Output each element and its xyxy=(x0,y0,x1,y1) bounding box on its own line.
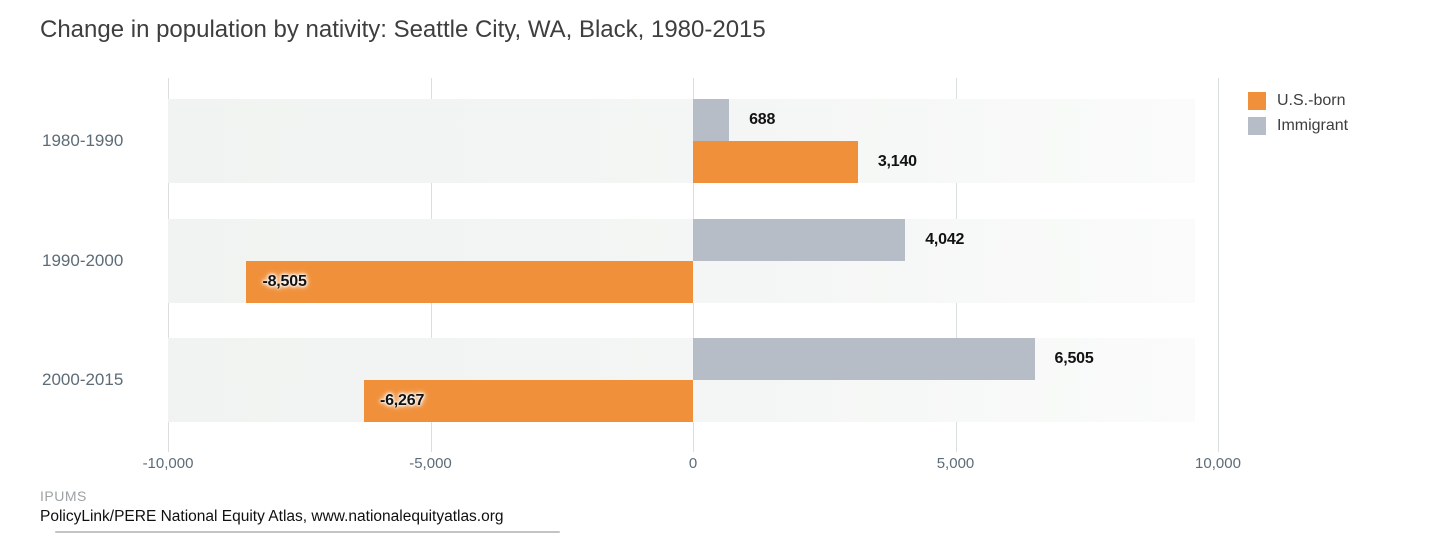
y-axis-label: 1990-2000 xyxy=(42,251,124,270)
y-axis-label: 2000-2015 xyxy=(42,370,124,389)
legend-item-us-born: U.S.-born xyxy=(1248,92,1348,110)
value-label: 688 xyxy=(749,111,776,128)
bar-u-s-born[interactable] xyxy=(246,261,693,303)
bar-u-s-born[interactable] xyxy=(693,141,858,183)
plot-area: -10,000 -5,000 0 5,000 10,000 688 3,140 4,042 -8… xyxy=(143,78,1241,472)
us-born-swatch-icon xyxy=(1248,92,1266,110)
value-label: -8,505 xyxy=(262,273,307,290)
y-axis-label: 1980-1990 xyxy=(42,131,124,150)
footer-attribution: PolicyLink/PERE National Equity Atlas, w… xyxy=(40,508,504,525)
x-tick-label: 10,000 xyxy=(1195,455,1241,472)
x-tick-label: -10,000 xyxy=(142,455,194,472)
value-label: 6,505 xyxy=(1054,350,1094,367)
bar-immigrant[interactable] xyxy=(693,99,730,141)
x-tick-label: 5,000 xyxy=(936,455,975,472)
legend-label-us-born: U.S.-born xyxy=(1277,92,1346,109)
legend-label-immigrant: Immigrant xyxy=(1277,117,1349,134)
legend-item-immigrant: Immigrant xyxy=(1248,117,1348,135)
value-label: 3,140 xyxy=(877,153,917,170)
bar-immigrant[interactable] xyxy=(693,219,906,261)
x-tick-label: 0 xyxy=(688,455,698,472)
bar-immigrant[interactable] xyxy=(693,338,1035,380)
immigrant-swatch-icon xyxy=(1248,117,1266,135)
bar-u-s-born[interactable] xyxy=(363,380,693,422)
value-label: 4,042 xyxy=(925,231,965,248)
scan-artifact-line xyxy=(55,531,560,533)
legend: U.S.-born Immigrant xyxy=(1248,92,1348,142)
row-band xyxy=(168,99,1195,183)
footer-data-source: IPUMS xyxy=(40,488,87,504)
value-label: -6,267 xyxy=(379,392,425,409)
x-tick-label: -5,000 xyxy=(409,455,452,472)
chart-title: Change in population by nativity: Seattl… xyxy=(40,16,766,43)
gridline xyxy=(1218,78,1219,452)
